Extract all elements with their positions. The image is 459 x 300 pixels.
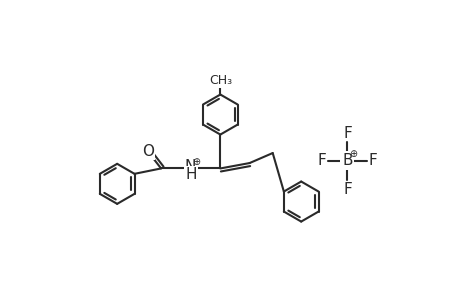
Text: F: F — [342, 126, 351, 141]
Text: ⊕: ⊕ — [192, 157, 200, 166]
Text: CH₃: CH₃ — [208, 74, 231, 87]
Text: F: F — [368, 153, 377, 168]
Text: H: H — [185, 167, 196, 182]
Text: N: N — [184, 159, 196, 174]
Text: F: F — [316, 153, 325, 168]
Text: B: B — [341, 153, 352, 168]
Text: F: F — [342, 182, 351, 196]
Text: O: O — [142, 144, 154, 159]
Text: ⊕: ⊕ — [349, 149, 357, 159]
